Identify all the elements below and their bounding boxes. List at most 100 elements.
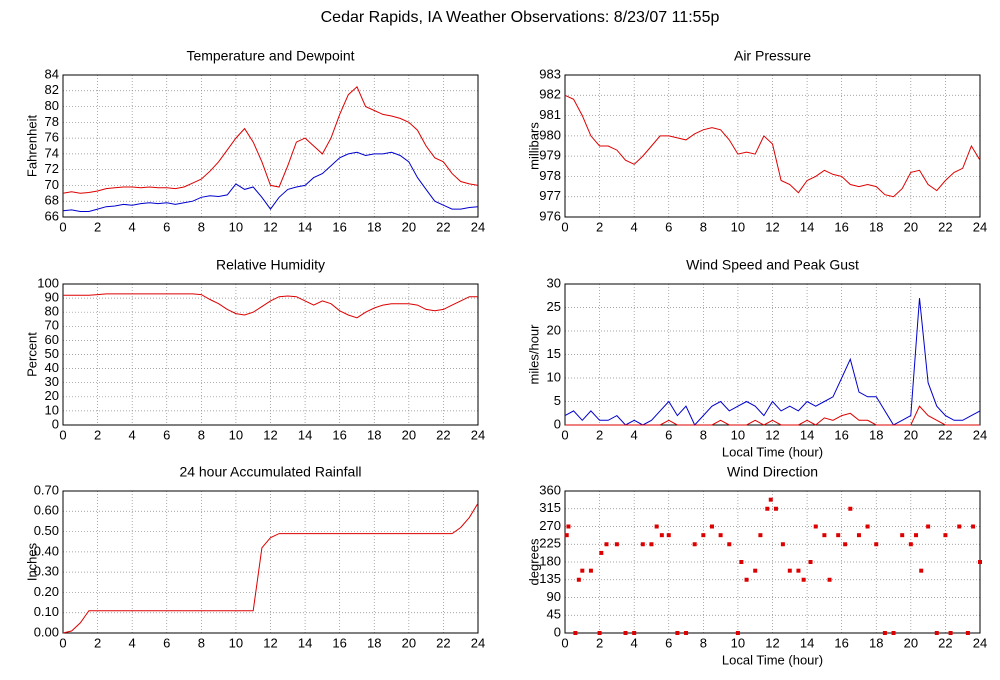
x-tick-label: 4 <box>631 427 638 442</box>
y-tick-label: 10 <box>547 369 561 384</box>
scatter-point <box>813 524 818 529</box>
y-tick-label: 0 <box>554 416 561 431</box>
y-tick-label: 70 <box>45 177 59 192</box>
y-tick-label: 25 <box>547 299 561 314</box>
x-tick-label: 24 <box>471 219 485 234</box>
y-tick-label: 60 <box>45 332 59 347</box>
scatter-point <box>632 631 637 635</box>
x-tick-label: 12 <box>765 635 779 650</box>
scatter-point <box>891 631 896 635</box>
scatter-point <box>900 533 905 538</box>
chart-title: Wind Direction <box>727 464 818 480</box>
x-tick-label: 2 <box>94 427 101 442</box>
series-line <box>62 502 479 634</box>
scatter-point <box>739 560 744 564</box>
y-tick-label: 0 <box>554 624 561 639</box>
scatter-point <box>692 542 697 547</box>
x-tick-label: 6 <box>665 219 672 234</box>
plot-frame <box>564 283 981 426</box>
x-tick-label: 14 <box>298 427 312 442</box>
x-tick-label: 16 <box>834 219 848 234</box>
scatter-point <box>856 533 861 538</box>
y-tick-label: 0.00 <box>34 624 59 639</box>
plot-frame <box>62 283 479 426</box>
scatter-point <box>948 631 953 635</box>
y-tick-label: 40 <box>45 360 59 375</box>
x-tick-label: 20 <box>904 635 918 650</box>
x-tick-label: 2 <box>596 635 603 650</box>
x-tick-label: 8 <box>198 427 205 442</box>
x-tick-label: 20 <box>402 427 416 442</box>
y-tick-label: 10 <box>45 402 59 417</box>
scatter-point <box>773 506 778 511</box>
y-tick-label: 979 <box>539 148 561 163</box>
scatter-point <box>978 560 982 564</box>
y-tick-label: 90 <box>45 290 59 305</box>
scatter-point <box>566 524 571 529</box>
y-tick-label: 360 <box>539 482 561 497</box>
x-tick-label: 10 <box>229 635 243 650</box>
scatter-point <box>758 533 763 538</box>
x-tick-label: 12 <box>263 635 277 650</box>
scatter-point <box>822 533 827 538</box>
scatter-point <box>874 542 879 547</box>
x-tick-label: 14 <box>800 635 814 650</box>
y-tick-label: 0 <box>52 416 59 431</box>
scatter-point <box>836 533 841 538</box>
chart-title: Wind Speed and Peak Gust <box>686 257 859 273</box>
y-axis-label: Inches <box>24 542 39 581</box>
y-tick-label: 68 <box>45 193 59 208</box>
y-tick-label: 0.40 <box>34 543 59 558</box>
series-line <box>62 85 479 194</box>
page-title: Cedar Rapids, IA Weather Observations: 8… <box>321 9 720 26</box>
y-tick-label: 135 <box>539 571 561 586</box>
x-tick-label: 16 <box>332 635 346 650</box>
y-tick-label: 74 <box>45 145 59 160</box>
x-tick-label: 18 <box>869 635 883 650</box>
x-tick-label: 8 <box>198 219 205 234</box>
y-axis-label: miles/hour <box>526 324 541 385</box>
scatter-point <box>666 533 671 538</box>
scatter-point <box>843 542 848 547</box>
y-tick-label: 76 <box>45 130 59 145</box>
scatter-point <box>787 568 792 573</box>
x-tick-label: 22 <box>938 635 952 650</box>
scatter-point <box>597 631 602 635</box>
y-tick-label: 0.30 <box>34 564 59 579</box>
x-tick-label: 14 <box>298 635 312 650</box>
scatter-point <box>796 568 801 573</box>
x-tick-label: 22 <box>436 427 450 442</box>
scatter-point <box>744 577 749 582</box>
y-tick-label: 20 <box>547 322 561 337</box>
scatter-point <box>957 524 962 529</box>
y-tick-label: 983 <box>539 66 561 81</box>
y-tick-label: 315 <box>539 500 561 515</box>
x-tick-label: 12 <box>263 219 277 234</box>
x-tick-label: 22 <box>436 219 450 234</box>
x-tick-label: 10 <box>229 219 243 234</box>
scatter-point <box>718 533 723 538</box>
scatter-point <box>865 524 870 529</box>
x-tick-label: 22 <box>938 427 952 442</box>
plot-frame <box>564 74 981 218</box>
y-tick-label: 70 <box>45 318 59 333</box>
scatter-point <box>753 568 758 573</box>
x-tick-label: 6 <box>665 427 672 442</box>
x-tick-label: 10 <box>731 635 745 650</box>
y-tick-label: 84 <box>45 66 59 81</box>
y-tick-label: 80 <box>45 98 59 113</box>
series-line <box>564 298 981 426</box>
x-tick-label: 16 <box>834 427 848 442</box>
y-tick-label: 225 <box>539 536 561 551</box>
scatter-point <box>604 542 609 547</box>
y-tick-label: 978 <box>539 168 561 183</box>
x-tick-label: 14 <box>298 219 312 234</box>
x-tick-label: 2 <box>94 219 101 234</box>
x-tick-label: 6 <box>163 635 170 650</box>
y-tick-label: 30 <box>547 275 561 290</box>
x-tick-label: 6 <box>665 635 672 650</box>
series-line <box>62 151 479 212</box>
chart-title: Air Pressure <box>734 48 811 64</box>
y-tick-label: 270 <box>539 518 561 533</box>
scatter-point <box>727 542 732 547</box>
